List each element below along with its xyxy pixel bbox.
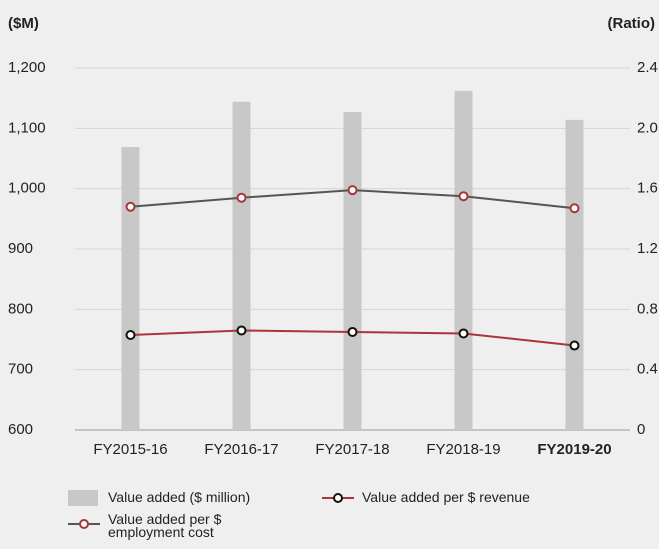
legend-swatch <box>79 519 89 529</box>
x-tick-label: FY2017-18 <box>315 441 389 458</box>
legend-label: Value added per $ employment cost <box>108 511 222 540</box>
marker <box>347 326 358 337</box>
x-tick-label: FY2018-19 <box>426 441 500 458</box>
legend-label: Value added ($ million) <box>108 489 251 505</box>
bar <box>121 147 140 430</box>
y2-tick-label: 0 <box>637 421 645 438</box>
legend-swatch <box>68 490 98 506</box>
y-tick-label: 1,200 <box>8 59 46 76</box>
y2-tick-label: 0.8 <box>637 300 658 317</box>
bar <box>454 90 473 430</box>
y-tick-label: 600 <box>8 421 33 438</box>
marker <box>458 191 469 202</box>
x-tick-label: FY2016-17 <box>204 441 278 458</box>
y2-tick-label: 2.0 <box>637 119 658 136</box>
marker <box>458 328 469 339</box>
y2-tick-label: 1.6 <box>637 180 658 197</box>
marker <box>236 192 247 203</box>
y-tick-label: 900 <box>8 240 33 257</box>
y2-tick-label: 2.4 <box>637 59 658 76</box>
marker <box>125 329 136 340</box>
y2-tick-label: 1.2 <box>637 240 658 257</box>
bar <box>565 119 584 431</box>
legend-label: Value added per $ revenue <box>362 489 530 505</box>
marker <box>569 340 580 351</box>
marker <box>236 325 247 336</box>
legend-swatch <box>333 493 343 503</box>
marker <box>569 203 580 214</box>
y2-axis-title: (Ratio) <box>608 15 656 32</box>
bar <box>232 101 251 430</box>
y2-tick-label: 0.4 <box>637 361 658 378</box>
y-tick-label: 1,000 <box>8 180 46 197</box>
marker <box>347 185 358 196</box>
y-tick-label: 700 <box>8 361 33 378</box>
marker <box>125 201 136 212</box>
y-axis-title: ($M) <box>8 15 39 32</box>
x-tick-label: FY2019-20 <box>537 441 611 458</box>
y-tick-label: 1,100 <box>8 119 46 136</box>
bar <box>343 112 362 430</box>
x-tick-label: FY2015-16 <box>93 441 167 458</box>
y-tick-label: 800 <box>8 300 33 317</box>
